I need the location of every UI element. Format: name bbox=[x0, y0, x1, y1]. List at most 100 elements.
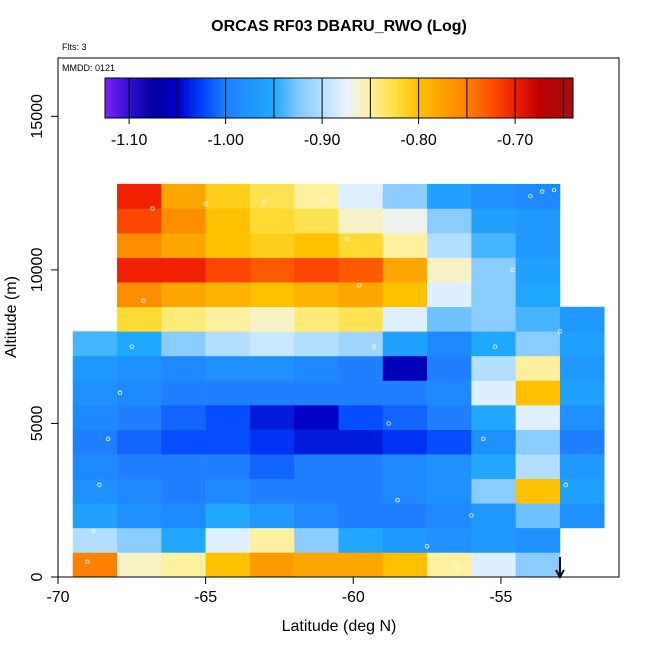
heat-cell bbox=[294, 527, 339, 553]
heat-cell bbox=[294, 380, 339, 406]
heat-cell bbox=[471, 405, 516, 430]
heat-cell bbox=[382, 454, 428, 480]
heat-cell bbox=[72, 478, 118, 504]
heat-cell bbox=[205, 355, 251, 381]
heat-cell bbox=[471, 429, 516, 455]
heat-cell bbox=[471, 503, 516, 529]
heat-cell bbox=[515, 208, 561, 234]
heat-cell bbox=[338, 454, 384, 480]
heat-cell bbox=[515, 429, 561, 455]
track-point bbox=[85, 559, 90, 564]
heat-cell bbox=[294, 355, 339, 381]
heat-cell bbox=[382, 527, 428, 553]
heat-cell bbox=[205, 282, 251, 308]
marker-arrow bbox=[555, 557, 565, 580]
heat-cell bbox=[294, 503, 339, 529]
heat-cell bbox=[471, 527, 516, 553]
heat-cell bbox=[427, 233, 472, 258]
heat-cell bbox=[117, 503, 162, 529]
heat-cell bbox=[117, 527, 162, 553]
x-tick-label: -60 bbox=[342, 589, 365, 606]
heat-cell bbox=[294, 282, 339, 308]
heat-cell bbox=[117, 257, 162, 283]
track-point bbox=[510, 267, 515, 273]
heat-cell bbox=[338, 405, 384, 430]
heat-cell bbox=[338, 552, 384, 578]
heat-cell bbox=[72, 503, 118, 529]
heat-cell bbox=[205, 183, 251, 209]
heat-cell bbox=[117, 380, 162, 406]
heat-cell bbox=[161, 331, 206, 357]
heat-cell bbox=[338, 331, 384, 357]
track-point bbox=[540, 189, 545, 194]
heat-cell bbox=[382, 429, 428, 455]
heat-cell bbox=[161, 208, 206, 234]
colorbar-tick-label: -0.90 bbox=[304, 132, 341, 149]
heat-cell bbox=[294, 454, 339, 480]
heat-cell bbox=[559, 331, 605, 357]
heat-cell bbox=[161, 306, 206, 332]
heat-cell bbox=[427, 355, 472, 381]
heatmap bbox=[72, 183, 605, 578]
heat-cell bbox=[249, 355, 295, 381]
track-point bbox=[480, 436, 486, 442]
heat-cell bbox=[338, 257, 384, 283]
track-point bbox=[105, 436, 111, 442]
heat-cell bbox=[338, 208, 384, 234]
heat-cell bbox=[205, 331, 251, 357]
heat-cell bbox=[427, 282, 472, 308]
heat-cell bbox=[249, 478, 295, 504]
heat-cell bbox=[161, 478, 206, 504]
heat-cell bbox=[72, 552, 118, 578]
heat-cell bbox=[382, 478, 428, 504]
heat-cell bbox=[471, 355, 516, 381]
heat-cell bbox=[249, 257, 295, 283]
heat-cell bbox=[161, 355, 206, 381]
y-tick-label: 0 bbox=[29, 572, 46, 581]
heat-cell bbox=[382, 405, 428, 430]
heat-cell bbox=[117, 429, 162, 455]
heat-cell bbox=[471, 552, 516, 578]
heat-cell bbox=[559, 429, 605, 455]
y-tick-label: 15000 bbox=[29, 94, 46, 139]
heat-cell bbox=[427, 183, 472, 209]
track-point bbox=[563, 482, 569, 488]
track-point bbox=[371, 344, 377, 349]
heat-cell bbox=[427, 306, 472, 332]
x-tick-label: -70 bbox=[46, 589, 69, 606]
heat-cell bbox=[515, 306, 561, 332]
heat-cell bbox=[117, 405, 162, 430]
chart-title: ORCAS RF03 DBARU_RWO (Log) bbox=[211, 18, 467, 35]
heat-cell bbox=[515, 233, 561, 258]
heat-cell bbox=[515, 331, 561, 357]
x-tick-label: -55 bbox=[489, 589, 512, 606]
heat-cell bbox=[249, 503, 295, 529]
heat-cell bbox=[249, 208, 295, 234]
y-axis-label: Altitude (m) bbox=[3, 276, 20, 358]
heat-cell bbox=[161, 503, 206, 529]
heat-cell bbox=[205, 552, 251, 578]
heat-cell bbox=[161, 257, 206, 283]
heat-cell bbox=[161, 527, 206, 553]
track-point bbox=[386, 421, 391, 426]
annotation: MMDD: 0121 bbox=[62, 63, 115, 73]
heat-cell bbox=[427, 380, 472, 406]
heat-cell bbox=[72, 454, 118, 480]
track-point bbox=[203, 201, 208, 207]
heat-cell bbox=[117, 331, 162, 357]
heat-cell bbox=[515, 552, 561, 578]
heat-cell bbox=[117, 183, 162, 209]
heat-cell bbox=[117, 355, 162, 381]
heat-cell bbox=[382, 183, 428, 209]
heat-cell bbox=[559, 306, 605, 332]
heat-cell bbox=[471, 257, 516, 283]
heat-cell bbox=[382, 233, 428, 258]
plot-frame bbox=[57, 57, 620, 578]
track-point bbox=[356, 283, 362, 288]
heat-cell bbox=[117, 552, 162, 578]
heat-cell bbox=[249, 282, 295, 308]
track-point bbox=[551, 187, 557, 193]
heat-cell bbox=[427, 208, 472, 234]
heat-cell bbox=[205, 257, 251, 283]
